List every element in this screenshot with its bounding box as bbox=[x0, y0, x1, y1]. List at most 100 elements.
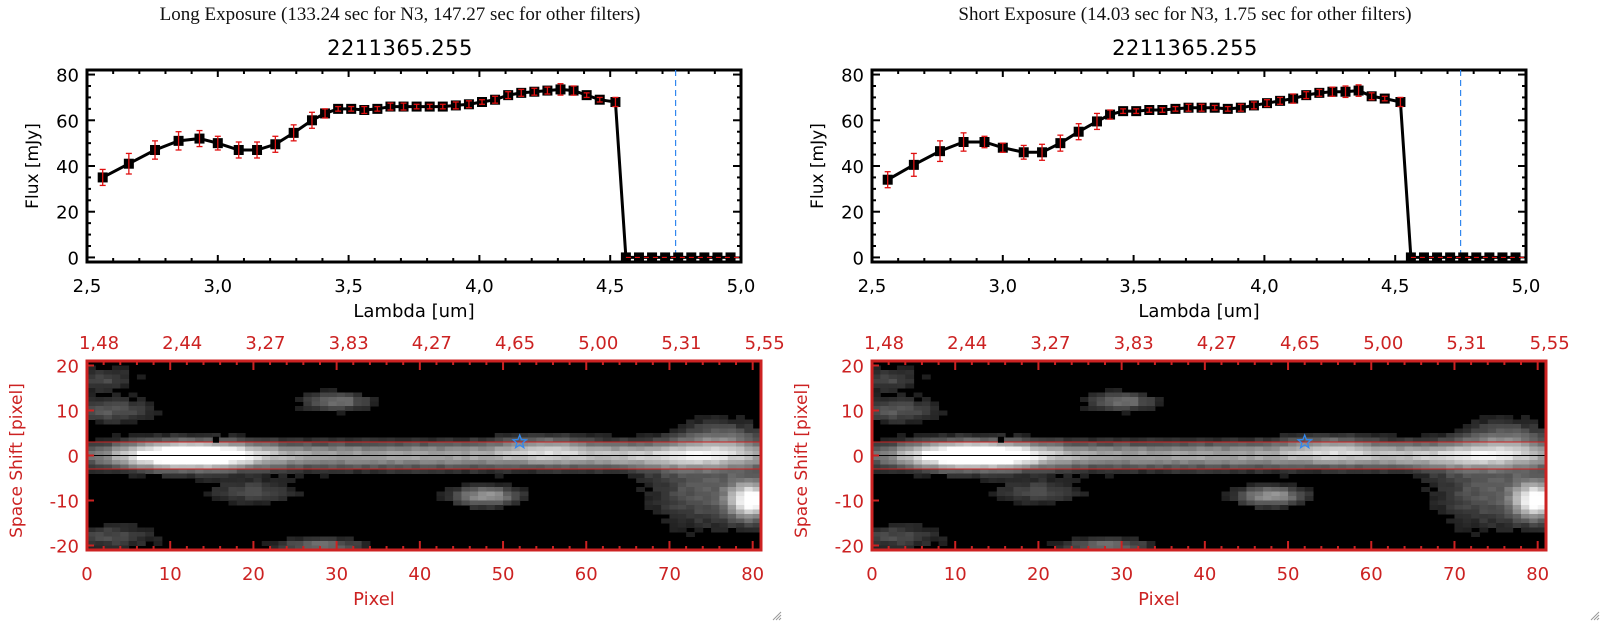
image-pixel bbox=[1529, 442, 1539, 447]
image-pixel bbox=[1379, 433, 1389, 438]
image-pixel bbox=[1454, 500, 1464, 506]
image-pixel bbox=[888, 388, 898, 393]
image-pixel bbox=[561, 464, 571, 470]
image-pixel bbox=[120, 460, 130, 465]
image-pixel bbox=[1096, 545, 1106, 551]
image-pixel bbox=[186, 451, 196, 456]
top-x-tick-label: 5,31 bbox=[1446, 333, 1486, 354]
image-pixel bbox=[120, 379, 130, 384]
x-tick-label: 4,0 bbox=[465, 276, 494, 297]
image-pixel bbox=[1030, 478, 1039, 483]
image-pixel bbox=[719, 442, 729, 447]
image-pixel bbox=[120, 541, 130, 546]
plot-frame bbox=[85, 68, 743, 264]
image-pixel bbox=[1346, 455, 1356, 461]
image-pixel bbox=[319, 397, 329, 402]
image-pixel bbox=[444, 451, 454, 456]
image-pixel bbox=[905, 379, 915, 384]
image-pixel bbox=[677, 451, 687, 456]
image-pixel bbox=[344, 397, 354, 402]
image-pixel bbox=[1129, 397, 1139, 402]
image-pixel bbox=[319, 469, 329, 474]
image-pixel bbox=[519, 433, 529, 438]
image-pixel bbox=[880, 419, 890, 425]
image-pixel bbox=[736, 446, 745, 452]
image-pixel bbox=[1279, 496, 1289, 501]
image-pixel bbox=[336, 451, 346, 456]
image-pixel bbox=[1471, 500, 1480, 506]
image-pixel bbox=[128, 433, 138, 438]
image-pixel bbox=[120, 446, 130, 452]
image-pixel bbox=[744, 487, 754, 492]
image-pixel bbox=[1313, 455, 1322, 461]
image-pixel bbox=[744, 442, 754, 447]
image-pixel bbox=[552, 460, 562, 465]
image-pixel bbox=[444, 455, 454, 461]
image-pixel bbox=[872, 379, 881, 384]
image-pixel bbox=[996, 446, 1006, 452]
image-pixel bbox=[913, 446, 923, 452]
image-pixel bbox=[211, 491, 221, 497]
image-pixel bbox=[694, 455, 704, 461]
image-pixel bbox=[1238, 469, 1247, 474]
image-pixel bbox=[178, 442, 188, 447]
image-pixel bbox=[921, 527, 931, 533]
image-pixel bbox=[888, 419, 898, 425]
image-pixel bbox=[1221, 464, 1231, 470]
image-pixel bbox=[1071, 469, 1081, 474]
image-pixel bbox=[913, 419, 923, 425]
image-pixel bbox=[1030, 446, 1039, 452]
image-pixel bbox=[1462, 518, 1472, 524]
image-pixel bbox=[980, 433, 989, 438]
image-pixel bbox=[896, 419, 906, 425]
image-pixel bbox=[552, 433, 562, 438]
image-pixel bbox=[1171, 446, 1181, 452]
resize-grip-icon[interactable] bbox=[770, 606, 782, 621]
image-pixel bbox=[1146, 451, 1156, 456]
resize-grip-icon[interactable] bbox=[1588, 606, 1600, 621]
image-pixel bbox=[988, 433, 998, 438]
image-pixel bbox=[1146, 397, 1156, 402]
image-pixel bbox=[1479, 491, 1489, 497]
image-pixel bbox=[988, 460, 998, 465]
image-pixel bbox=[888, 532, 898, 537]
image-pixel bbox=[111, 406, 121, 411]
image-pixel bbox=[677, 428, 687, 434]
image-pixel bbox=[103, 419, 113, 425]
image-pixel bbox=[319, 473, 329, 479]
image-pixel bbox=[744, 518, 754, 524]
image-pixel bbox=[602, 469, 612, 474]
image-pixel bbox=[1487, 473, 1497, 479]
image-pixel bbox=[686, 523, 695, 528]
image-pixel bbox=[661, 437, 670, 443]
image-pixel bbox=[1454, 527, 1464, 533]
image-pixel bbox=[536, 446, 546, 452]
image-pixel bbox=[1304, 460, 1314, 465]
image-pixel bbox=[1080, 397, 1089, 402]
image-pixel bbox=[1321, 460, 1331, 465]
image-pixel bbox=[253, 491, 263, 497]
image-pixel bbox=[170, 446, 180, 452]
image-pixel bbox=[161, 451, 171, 456]
image-pixel bbox=[1479, 446, 1489, 452]
image-pixel bbox=[677, 487, 687, 492]
x-tick-label: 4,5 bbox=[596, 276, 625, 297]
image-pixel bbox=[111, 419, 121, 425]
image-pixel bbox=[1496, 482, 1505, 488]
image-pixel bbox=[1537, 460, 1547, 465]
image-pixel bbox=[661, 509, 670, 515]
image-pixel bbox=[1080, 469, 1089, 474]
image-pixel bbox=[1288, 451, 1297, 456]
image-pixel bbox=[1154, 460, 1164, 465]
image-pixel bbox=[661, 496, 670, 501]
image-pixel bbox=[95, 437, 105, 443]
image-pixel bbox=[611, 437, 621, 443]
image-pixel bbox=[369, 451, 379, 456]
image-pixel bbox=[1154, 464, 1164, 470]
image-pixel bbox=[752, 523, 762, 528]
image-pixel bbox=[1013, 500, 1023, 506]
image-pixel bbox=[896, 469, 906, 474]
image-pixel bbox=[236, 482, 246, 488]
image-pixel bbox=[1504, 446, 1514, 452]
image-pixel bbox=[1429, 500, 1439, 506]
